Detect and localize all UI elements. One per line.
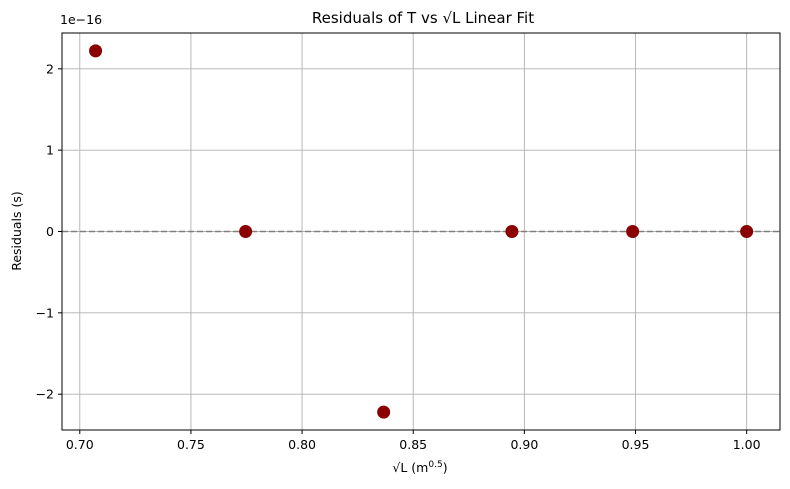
x-axis-title-end: ) <box>443 460 448 475</box>
data-point <box>740 225 754 238</box>
grid <box>62 33 780 430</box>
x-axis-ticks: 0.70 0.75 0.80 0.85 0.90 0.95 1.00 <box>66 430 761 452</box>
x-tick-label: 0.85 <box>399 437 427 452</box>
data-point <box>239 225 253 238</box>
y-axis-ticks: −2 −1 0 1 2 <box>36 61 62 402</box>
y-tick-label: −2 <box>36 387 54 402</box>
y-offset-label: 1e−16 <box>60 12 102 27</box>
y-tick-label: −1 <box>36 305 54 320</box>
y-tick-label: 2 <box>46 61 54 76</box>
x-axis-title: √L (m0.5) <box>392 460 447 475</box>
x-tick-label: 1.00 <box>733 437 761 452</box>
data-point <box>89 44 103 58</box>
x-tick-label: 0.75 <box>177 437 205 452</box>
data-point <box>377 405 391 419</box>
data-points <box>89 44 754 419</box>
x-axis-title-sup: 0.5 <box>428 460 442 470</box>
x-tick-label: 0.70 <box>66 437 94 452</box>
y-axis-title: Residuals (s) <box>9 191 24 271</box>
data-point <box>626 225 640 238</box>
x-tick-label: 0.90 <box>510 437 538 452</box>
data-point <box>505 225 519 238</box>
y-tick-label: 1 <box>46 143 54 158</box>
x-tick-label: 0.95 <box>622 437 650 452</box>
x-axis-title-main: √L (m <box>392 460 428 475</box>
y-tick-label: 0 <box>46 224 54 239</box>
x-tick-label: 0.80 <box>288 437 316 452</box>
chart-title: Residuals of T vs √L Linear Fit <box>312 9 534 27</box>
